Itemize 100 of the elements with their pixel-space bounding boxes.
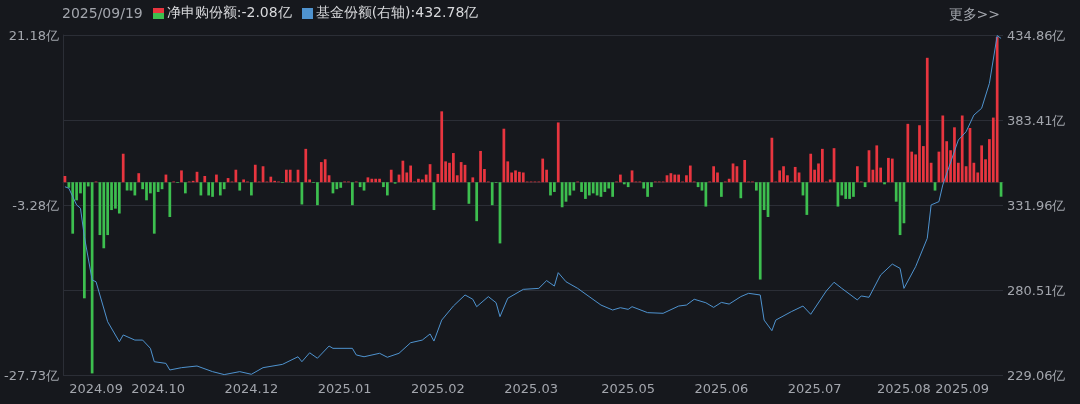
bar — [673, 174, 677, 183]
bar — [121, 153, 125, 183]
bar — [374, 178, 378, 183]
x-tick-label: 2025.07 — [787, 381, 842, 396]
line-series — [64, 35, 1002, 376]
bar — [459, 162, 463, 183]
bar — [378, 178, 381, 183]
bar — [941, 115, 945, 183]
bar — [758, 182, 762, 280]
bar — [358, 182, 362, 188]
bar — [250, 182, 253, 196]
bar — [521, 172, 525, 183]
bar — [83, 182, 86, 299]
bar — [269, 176, 273, 183]
x-tick-label: 2025.08 — [877, 381, 931, 396]
y2-tick-label: 434.86亿 — [1007, 27, 1066, 43]
bar — [218, 182, 222, 196]
bar — [541, 158, 545, 183]
bar — [238, 182, 242, 191]
bar — [471, 177, 475, 183]
bar — [883, 182, 886, 185]
bar — [720, 182, 723, 197]
bar — [475, 182, 479, 222]
bar — [677, 174, 681, 183]
bar — [739, 182, 743, 199]
bar — [117, 182, 121, 214]
bar — [553, 182, 556, 192]
bar — [875, 145, 879, 183]
bar — [844, 182, 848, 199]
bar — [712, 166, 715, 183]
bar — [184, 182, 187, 194]
text: 更多>> — [948, 6, 1000, 24]
bar — [370, 178, 374, 183]
bar — [906, 123, 910, 183]
y-tick-label: -3.28亿 — [12, 197, 59, 213]
bar — [887, 157, 890, 183]
bar — [646, 182, 649, 197]
bar — [688, 165, 692, 183]
bar — [242, 179, 245, 183]
bar — [584, 182, 587, 199]
bar — [852, 182, 855, 197]
chart-title: 2025/09/19 — [62, 5, 143, 21]
bar — [805, 182, 809, 215]
bar — [778, 170, 782, 183]
bar — [420, 179, 424, 183]
bar — [152, 182, 156, 234]
bar — [145, 182, 148, 201]
x-tick-label: 2025.02 — [410, 381, 465, 396]
bar — [556, 122, 560, 183]
y2-tick-label: 229.06亿 — [1007, 367, 1066, 383]
bar — [980, 145, 983, 183]
bar — [925, 57, 929, 183]
x-tick-label: 2024.09 — [69, 381, 123, 396]
bar — [215, 174, 218, 183]
bar — [304, 148, 308, 183]
bar — [351, 182, 354, 206]
bar — [479, 150, 482, 183]
bar — [316, 182, 319, 206]
legend-label: 净申购份额:-2.08亿 — [166, 4, 292, 22]
bar — [587, 182, 591, 196]
x-tick-label: 2024.12 — [224, 381, 279, 396]
bar — [440, 111, 444, 183]
bar — [918, 125, 921, 183]
bar — [626, 182, 630, 188]
y-tick-label: 21.18亿 — [8, 27, 59, 43]
x-tick-label: 2025.06 — [694, 381, 749, 396]
bar — [809, 153, 813, 183]
bar — [385, 182, 389, 196]
bar — [848, 182, 851, 199]
bar — [743, 159, 747, 183]
bar — [288, 169, 292, 183]
bar — [619, 174, 622, 183]
bar — [549, 182, 552, 196]
bar — [137, 173, 141, 183]
bar — [518, 171, 521, 183]
bar — [253, 164, 257, 183]
bar — [821, 148, 824, 183]
bar — [203, 175, 207, 183]
bar — [855, 166, 859, 183]
bar — [71, 182, 75, 234]
bar — [207, 182, 211, 196]
y2-tick-label: 331.96亿 — [1007, 197, 1066, 213]
bar — [211, 182, 214, 197]
legend-label: 基金份额(右轴):432.78亿 — [315, 4, 479, 22]
bar — [591, 182, 595, 194]
bar — [284, 169, 288, 183]
y2-tick-label: 383.41亿 — [1007, 112, 1066, 128]
bar — [793, 166, 797, 183]
bar — [572, 182, 576, 191]
bar — [234, 169, 238, 183]
x-tick-label: 2025.09 — [935, 381, 990, 396]
bar — [339, 182, 343, 188]
bar — [890, 158, 894, 183]
x-tick-label: 2025.03 — [504, 381, 558, 396]
bar — [953, 127, 956, 183]
bar — [452, 153, 455, 183]
bar — [960, 115, 964, 183]
bar — [168, 182, 172, 217]
y-tick-label: -27.73亿 — [4, 367, 59, 383]
bar — [514, 170, 517, 183]
